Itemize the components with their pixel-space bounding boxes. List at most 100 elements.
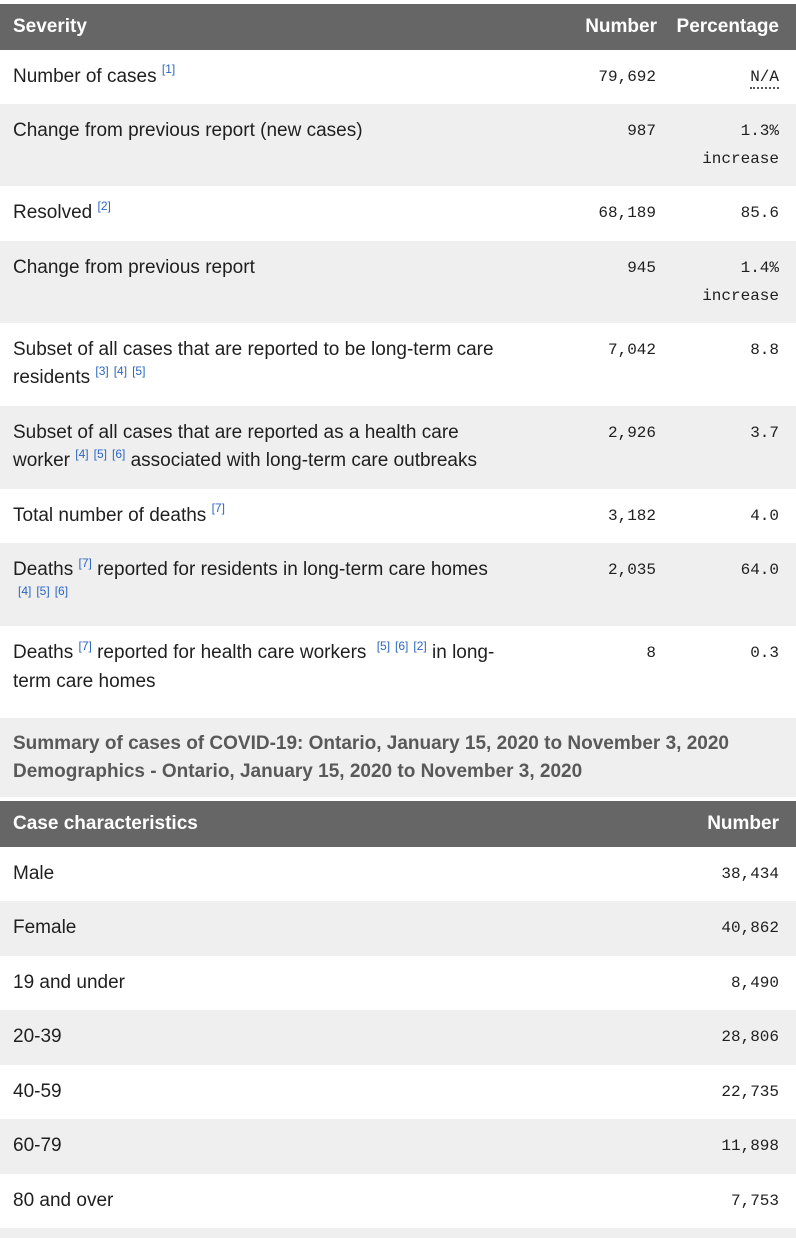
footnote-sup: [7] (212, 501, 225, 515)
footnote-sup: [4] (114, 364, 127, 378)
row-percentage: 64.0 (740, 561, 779, 580)
row-number: 7,753 (730, 1191, 779, 1210)
footnote-sup: [6] (112, 447, 125, 461)
row-number: 11,898 (721, 1137, 779, 1156)
row-label: Male (13, 862, 55, 884)
na-abbr: N/A (750, 67, 779, 89)
footnote-sup: [5] (36, 584, 49, 598)
row-number: 987 (627, 122, 656, 141)
table-row: 80 and over 7,753 (0, 1174, 796, 1229)
caption-line-demographics: Demographics - Ontario, January 15, 2020… (13, 760, 583, 782)
table-row: 60-79 11,898 (0, 1119, 796, 1174)
partial-next-row (0, 1228, 796, 1238)
footnote-link[interactable]: [5] (36, 584, 50, 599)
table-row: Number of cases [1] 79,692 N/A (0, 50, 796, 105)
footnote-link[interactable]: [6] (111, 446, 126, 461)
footnote-sup: [7] (78, 639, 91, 653)
row-label: 80 and over (13, 1189, 114, 1211)
table-row: Subset of all cases that are reported to… (0, 323, 796, 406)
row-label: Change from previous report (13, 256, 255, 278)
row-label: 40-59 (13, 1080, 62, 1102)
footnote-sup: [1] (162, 62, 175, 76)
table-row: 19 and under 8,490 (0, 956, 796, 1011)
row-percentage: 8.8 (750, 340, 779, 359)
percentage-column-header: Percentage (657, 4, 796, 50)
footnote-link[interactable]: [6] (395, 638, 409, 653)
row-number: 28,806 (721, 1028, 779, 1047)
table-row: Female 40,862 (0, 901, 796, 956)
footnote-sup: [2] (98, 199, 111, 213)
covid-report-page: Severity Number Percentage Number of cas… (0, 4, 796, 1238)
row-number: 3,182 (607, 506, 656, 525)
table-row: Deaths [7] reported for health care work… (0, 626, 796, 709)
footnote-link[interactable]: [2] (413, 638, 427, 653)
row-label: Deaths [7] reported for health care work… (13, 638, 495, 692)
row-number: 8 (646, 644, 656, 663)
number-column-header: Number (505, 4, 657, 50)
row-percentage: 85.6 (740, 204, 779, 223)
row-label: Resolved [2] (13, 198, 111, 224)
severity-table-body: Number of cases [1] 79,692 N/A Change from … (0, 50, 796, 710)
footnote-sup: [3] (95, 364, 108, 378)
row-label: Female (13, 917, 77, 939)
footnote-link[interactable]: [4] (113, 363, 128, 378)
footnote-sup: [6] (55, 584, 68, 598)
footnote-link[interactable]: [5] (132, 363, 146, 378)
demographics-table: Case characteristics Number Male 38,434 Fe… (0, 801, 796, 1228)
row-number: 22,735 (721, 1082, 779, 1101)
footnote-sup: [2] (413, 639, 426, 653)
caption-line-summary: Summary of cases of COVID-19: Ontario, J… (13, 733, 729, 755)
table-row: Change from previous report 945 1.4% increa… (0, 240, 796, 323)
footnote-sup: [7] (78, 556, 91, 570)
row-number: 7,042 (607, 340, 656, 359)
footnote-link[interactable]: [7] (78, 638, 92, 653)
row-percentage: N/A (657, 50, 796, 105)
table-row: 20-39 28,806 (0, 1010, 796, 1065)
row-label: Total number of deaths [7] (13, 501, 225, 526)
footnote-link[interactable]: [5] (376, 638, 391, 653)
row-percentage: 1.4% increase (657, 241, 796, 323)
table-row: Resolved [2] 68,189 85.6 (0, 186, 796, 241)
footnote-link[interactable]: [6] (54, 584, 69, 599)
footnote-link[interactable]: [4] (75, 446, 89, 461)
footnote-link[interactable]: [1] (161, 62, 176, 77)
row-percentage: 4.0 (750, 506, 779, 525)
row-number: 38,434 (721, 864, 779, 883)
percentage-note: increase (702, 150, 779, 169)
demographics-table-body: Male 38,434 Female 40,862 19 and under 8,490 2… (0, 847, 796, 1229)
case-characteristics-column-header: Case characteristics (0, 801, 600, 847)
table-row: Total number of deaths [7] 3,182 4.0 (0, 489, 796, 544)
footnote-link[interactable]: [7] (211, 501, 225, 516)
table-caption: Summary of cases of COVID-19: Ontario, J… (0, 718, 796, 798)
table-row: Deaths [7] reported for residents in lon… (0, 543, 796, 627)
row-label: 20-39 (13, 1026, 62, 1048)
row-number: 40,862 (721, 919, 779, 938)
footnote-sup: [6] (395, 639, 408, 653)
footnote-sup: [5] (377, 639, 390, 653)
row-label: 19 and under (13, 971, 125, 993)
footnote-link[interactable]: [7] (78, 555, 92, 570)
footnote-sup: [5] (132, 364, 145, 378)
row-label: 60-79 (13, 1135, 62, 1157)
severity-column-header: Severity (0, 4, 505, 50)
footnote-link[interactable]: [4] (18, 584, 32, 599)
number-column-header: Number (600, 801, 796, 847)
footnote-link[interactable]: [5] (93, 446, 107, 461)
table-row: Male 38,434 (0, 847, 796, 902)
severity-header-row: Severity Number Percentage (0, 4, 796, 50)
row-label: Change from previous report (new cases) (13, 120, 363, 142)
row-label: Deaths [7] reported for residents in lon… (13, 555, 488, 599)
footnote-sup: [4] (75, 447, 88, 461)
row-number: 2,035 (607, 561, 656, 580)
table-row: Change from previous report (new cases) 9… (0, 104, 796, 187)
row-number: 2,926 (607, 423, 656, 442)
table-row: Subset of all cases that are reported as… (0, 405, 796, 489)
footnote-sup: [4] (18, 584, 31, 598)
footnote-link[interactable]: [3] (95, 363, 109, 378)
row-label: Subset of all cases that are reported as… (13, 421, 477, 472)
row-label: Number of cases [1] (13, 62, 176, 87)
row-percentage: 0.3 (750, 644, 779, 663)
footnote-link[interactable]: [2] (97, 198, 111, 213)
row-number: 945 (627, 258, 656, 277)
row-number: 8,490 (730, 973, 779, 992)
